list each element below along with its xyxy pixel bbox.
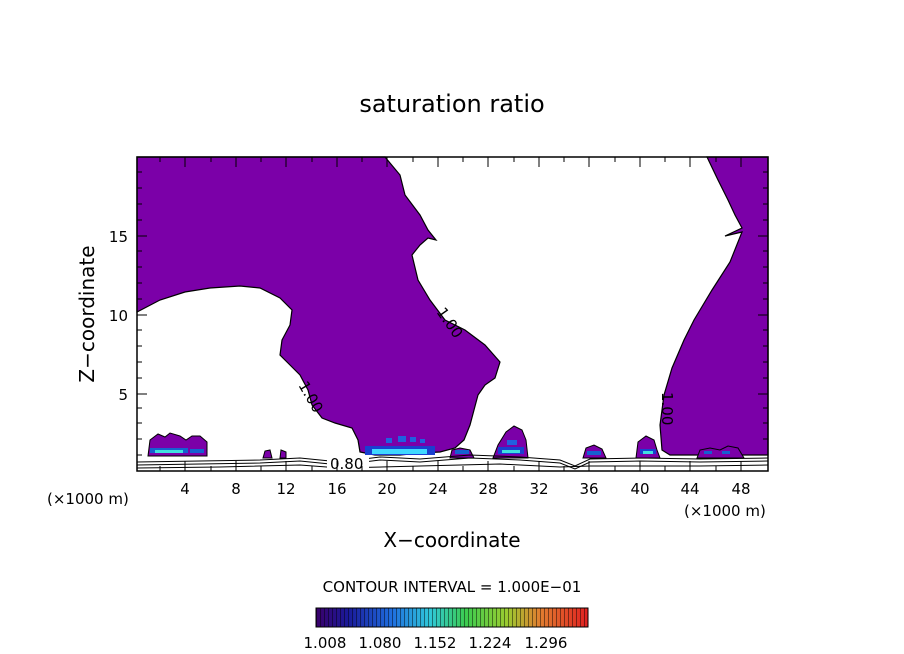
x-tick-label: 8	[231, 480, 241, 498]
contour-label: 0.80	[330, 455, 363, 473]
x-tick-label: 16	[327, 480, 346, 498]
x-tick-label: 36	[579, 480, 598, 498]
x-tick-label: 24	[428, 480, 447, 498]
x-unit-label-right: (×1000 m)	[684, 502, 766, 520]
chart-title: saturation ratio	[359, 90, 544, 118]
colorbar-tick-label: 1.296	[525, 634, 568, 652]
y-tick-label: 10	[109, 307, 128, 325]
x-tick-label: 20	[377, 480, 396, 498]
axis-ticks	[137, 157, 768, 471]
colorbar-tick-label: 1.080	[359, 634, 402, 652]
y-tick-labels: 5 10 15	[109, 228, 128, 404]
contour-interval-text: CONTOUR INTERVAL = 1.000E−01	[323, 578, 582, 596]
colorbar-tick-label: 1.224	[469, 634, 512, 652]
cell-40	[635, 435, 661, 459]
x-tick-label: 40	[630, 480, 649, 498]
cell-45	[696, 445, 745, 459]
x-tick-label: 4	[180, 480, 190, 498]
y-tick-label: 5	[118, 386, 128, 404]
y-axis-title: Z−coordinate	[75, 245, 99, 382]
contour-label: 1.00	[658, 392, 676, 425]
colorbar-tick-label: 1.152	[414, 634, 457, 652]
x-unit-label-left: (×1000 m)	[47, 490, 129, 508]
cloud-cores	[150, 436, 730, 455]
plot-frame	[136, 156, 769, 472]
surface-contours	[136, 454, 769, 470]
cell-12	[262, 449, 287, 459]
x-tick-label: 48	[731, 480, 750, 498]
y-tick-label: 15	[109, 228, 128, 246]
x-tick-label: 32	[529, 480, 548, 498]
x-axis-title: X−coordinate	[383, 528, 520, 552]
x-tick-label: 44	[680, 480, 699, 498]
x-tick-label: 12	[276, 480, 295, 498]
x-tick-labels: 4 8 12 16 20 24 28 32 36 40 44 48	[180, 480, 750, 498]
colorbar-tick-label: 1.008	[304, 634, 347, 652]
x-tick-label: 28	[478, 480, 497, 498]
colorbar	[315, 607, 589, 628]
colorbar-tick-labels: 1.008 1.080 1.152 1.224 1.296	[304, 634, 568, 652]
